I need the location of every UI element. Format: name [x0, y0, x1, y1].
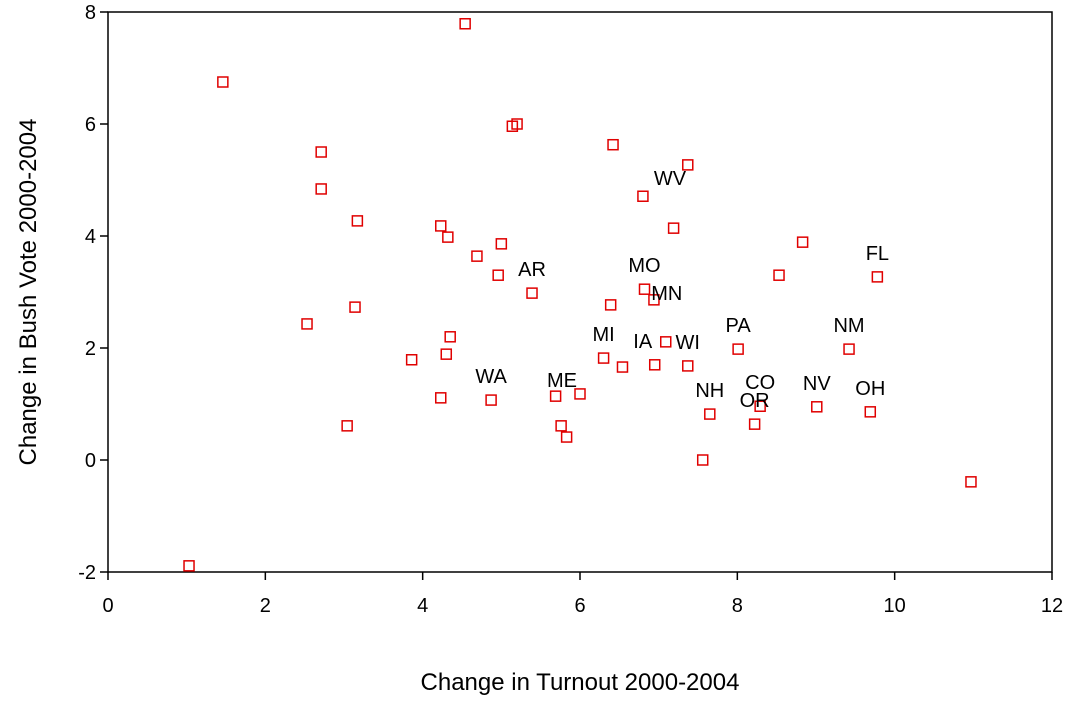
- point-label: NM: [833, 315, 864, 337]
- point: [217, 76, 229, 88]
- point: [341, 420, 353, 432]
- point: [440, 348, 453, 360]
- point: [871, 271, 884, 283]
- y-tick-label: 8: [85, 2, 96, 24]
- x-tick-label: 6: [574, 595, 585, 617]
- point: [444, 331, 456, 343]
- point: [637, 190, 649, 202]
- point-label: MI: [592, 324, 614, 346]
- point: [682, 159, 694, 171]
- point: [732, 343, 744, 355]
- x-tick-label: 4: [417, 595, 428, 617]
- point: [648, 294, 660, 306]
- x-tick-label: 12: [1041, 595, 1063, 617]
- point: [648, 359, 661, 371]
- point: [459, 18, 471, 30]
- point: [405, 354, 418, 366]
- point: [301, 318, 313, 330]
- point: [560, 431, 573, 443]
- point: [864, 406, 877, 418]
- point: [442, 231, 454, 243]
- plot-frame: [107, 11, 1053, 573]
- x-tick-label: 8: [732, 595, 743, 617]
- point: [492, 269, 504, 281]
- point: [574, 388, 586, 400]
- point-label: WV: [654, 168, 687, 190]
- point: [315, 146, 327, 158]
- point-label: MN: [651, 283, 682, 305]
- point: [667, 222, 680, 234]
- point: [549, 390, 562, 402]
- point: [471, 250, 483, 262]
- y-tick-label: 4: [85, 226, 96, 248]
- y-tick-label: 0: [85, 450, 96, 472]
- point: [965, 476, 977, 488]
- point: [526, 287, 538, 299]
- point: [183, 560, 195, 572]
- point-label: WA: [475, 366, 507, 388]
- point: [796, 236, 809, 248]
- y-tick-label: 2: [85, 338, 96, 360]
- point: [555, 420, 567, 432]
- point: [315, 183, 327, 195]
- x-tick-label: 10: [884, 595, 906, 617]
- point-label: FL: [866, 243, 889, 265]
- x-tick-label: 0: [102, 595, 113, 617]
- point: [597, 352, 610, 364]
- point: [495, 238, 508, 250]
- point: [659, 336, 672, 348]
- point-label: MO: [628, 255, 660, 277]
- point: [811, 401, 823, 413]
- point-label: OH: [855, 378, 885, 400]
- point-label: ME: [547, 370, 577, 392]
- point: [682, 360, 694, 372]
- point: [773, 269, 785, 281]
- point: [754, 400, 766, 412]
- point-label: WI: [676, 332, 700, 354]
- point-label: NV: [803, 373, 831, 395]
- point: [604, 299, 617, 311]
- x-tick-label: 2: [260, 595, 271, 617]
- y-axis-label: Change in Bush Vote 2000-2004: [15, 119, 42, 466]
- point: [704, 408, 716, 420]
- point: [748, 418, 761, 430]
- point: [349, 301, 361, 313]
- point-label: NH: [695, 380, 724, 402]
- point: [607, 138, 619, 151]
- point-label: CO: [745, 372, 775, 394]
- point: [843, 343, 855, 355]
- y-tick-label: 6: [85, 114, 96, 136]
- point: [435, 220, 447, 232]
- point-label: AR: [518, 259, 546, 281]
- point: [511, 118, 523, 130]
- point: [696, 454, 709, 466]
- point: [638, 283, 651, 295]
- point-label: IA: [633, 331, 653, 353]
- point-label: OR: [740, 390, 770, 412]
- point: [616, 361, 629, 373]
- point: [351, 215, 364, 227]
- point-label: PA: [726, 315, 752, 337]
- point: [435, 392, 447, 404]
- point: [485, 394, 497, 406]
- y-tick-label: -2: [78, 562, 96, 584]
- x-axis-label: Change in Turnout 2000-2004: [421, 669, 740, 696]
